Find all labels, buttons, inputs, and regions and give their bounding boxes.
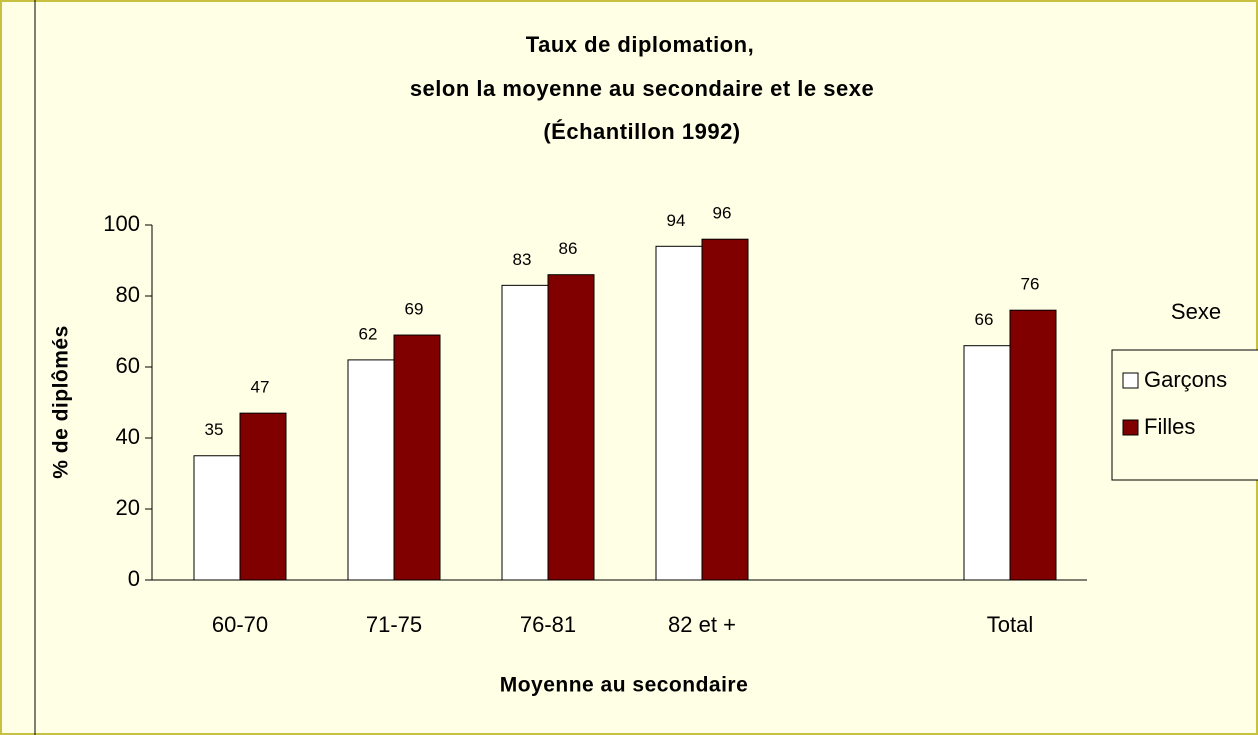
y-tick-label: 0 xyxy=(128,566,140,591)
x-tick-label: 82 et + xyxy=(668,612,736,637)
x-tick-label: Total xyxy=(987,612,1033,637)
legend-label: Garçons xyxy=(1144,367,1227,392)
y-axis-title: % de diplômés xyxy=(50,325,73,479)
bar xyxy=(701,238,749,581)
bar xyxy=(193,455,241,581)
value-label: 35 xyxy=(205,420,224,439)
value-label: 96 xyxy=(713,204,732,223)
y-tick-label: 100 xyxy=(103,211,140,236)
bar xyxy=(501,284,549,581)
legend-box xyxy=(1111,349,1258,481)
legend-swatch xyxy=(1122,419,1139,436)
legend-title: Sexe xyxy=(1171,299,1221,324)
y-tick-label: 60 xyxy=(116,353,140,378)
x-axis-title: Moyenne au secondaire xyxy=(500,674,749,697)
chart-title: (Échantillon 1992) xyxy=(543,119,740,144)
chart-title: selon la moyenne au secondaire et le sex… xyxy=(410,76,874,101)
value-label: 83 xyxy=(513,250,532,269)
bar xyxy=(655,245,703,581)
x-tick-label: 76-81 xyxy=(520,612,576,637)
value-label: 76 xyxy=(1021,275,1040,294)
bar xyxy=(239,412,287,581)
x-tick-label: 71-75 xyxy=(366,612,422,637)
y-tick-label: 40 xyxy=(116,424,140,449)
bar xyxy=(547,274,595,581)
value-label: 62 xyxy=(359,324,378,343)
y-tick-label: 80 xyxy=(116,282,140,307)
legend-label: Filles xyxy=(1144,414,1195,439)
x-tick-label: 60-70 xyxy=(212,612,268,637)
legend-swatch xyxy=(1122,372,1139,389)
bar xyxy=(347,359,395,581)
value-label: 94 xyxy=(667,211,686,230)
chart-title: Taux de diplomation, xyxy=(526,32,754,57)
value-label: 69 xyxy=(405,300,424,319)
bar xyxy=(393,334,441,581)
value-label: 66 xyxy=(975,310,994,329)
y-tick-label: 20 xyxy=(116,495,140,520)
value-label: 86 xyxy=(559,239,578,258)
bar xyxy=(963,345,1011,581)
value-label: 47 xyxy=(251,378,270,397)
bar xyxy=(1009,309,1057,581)
